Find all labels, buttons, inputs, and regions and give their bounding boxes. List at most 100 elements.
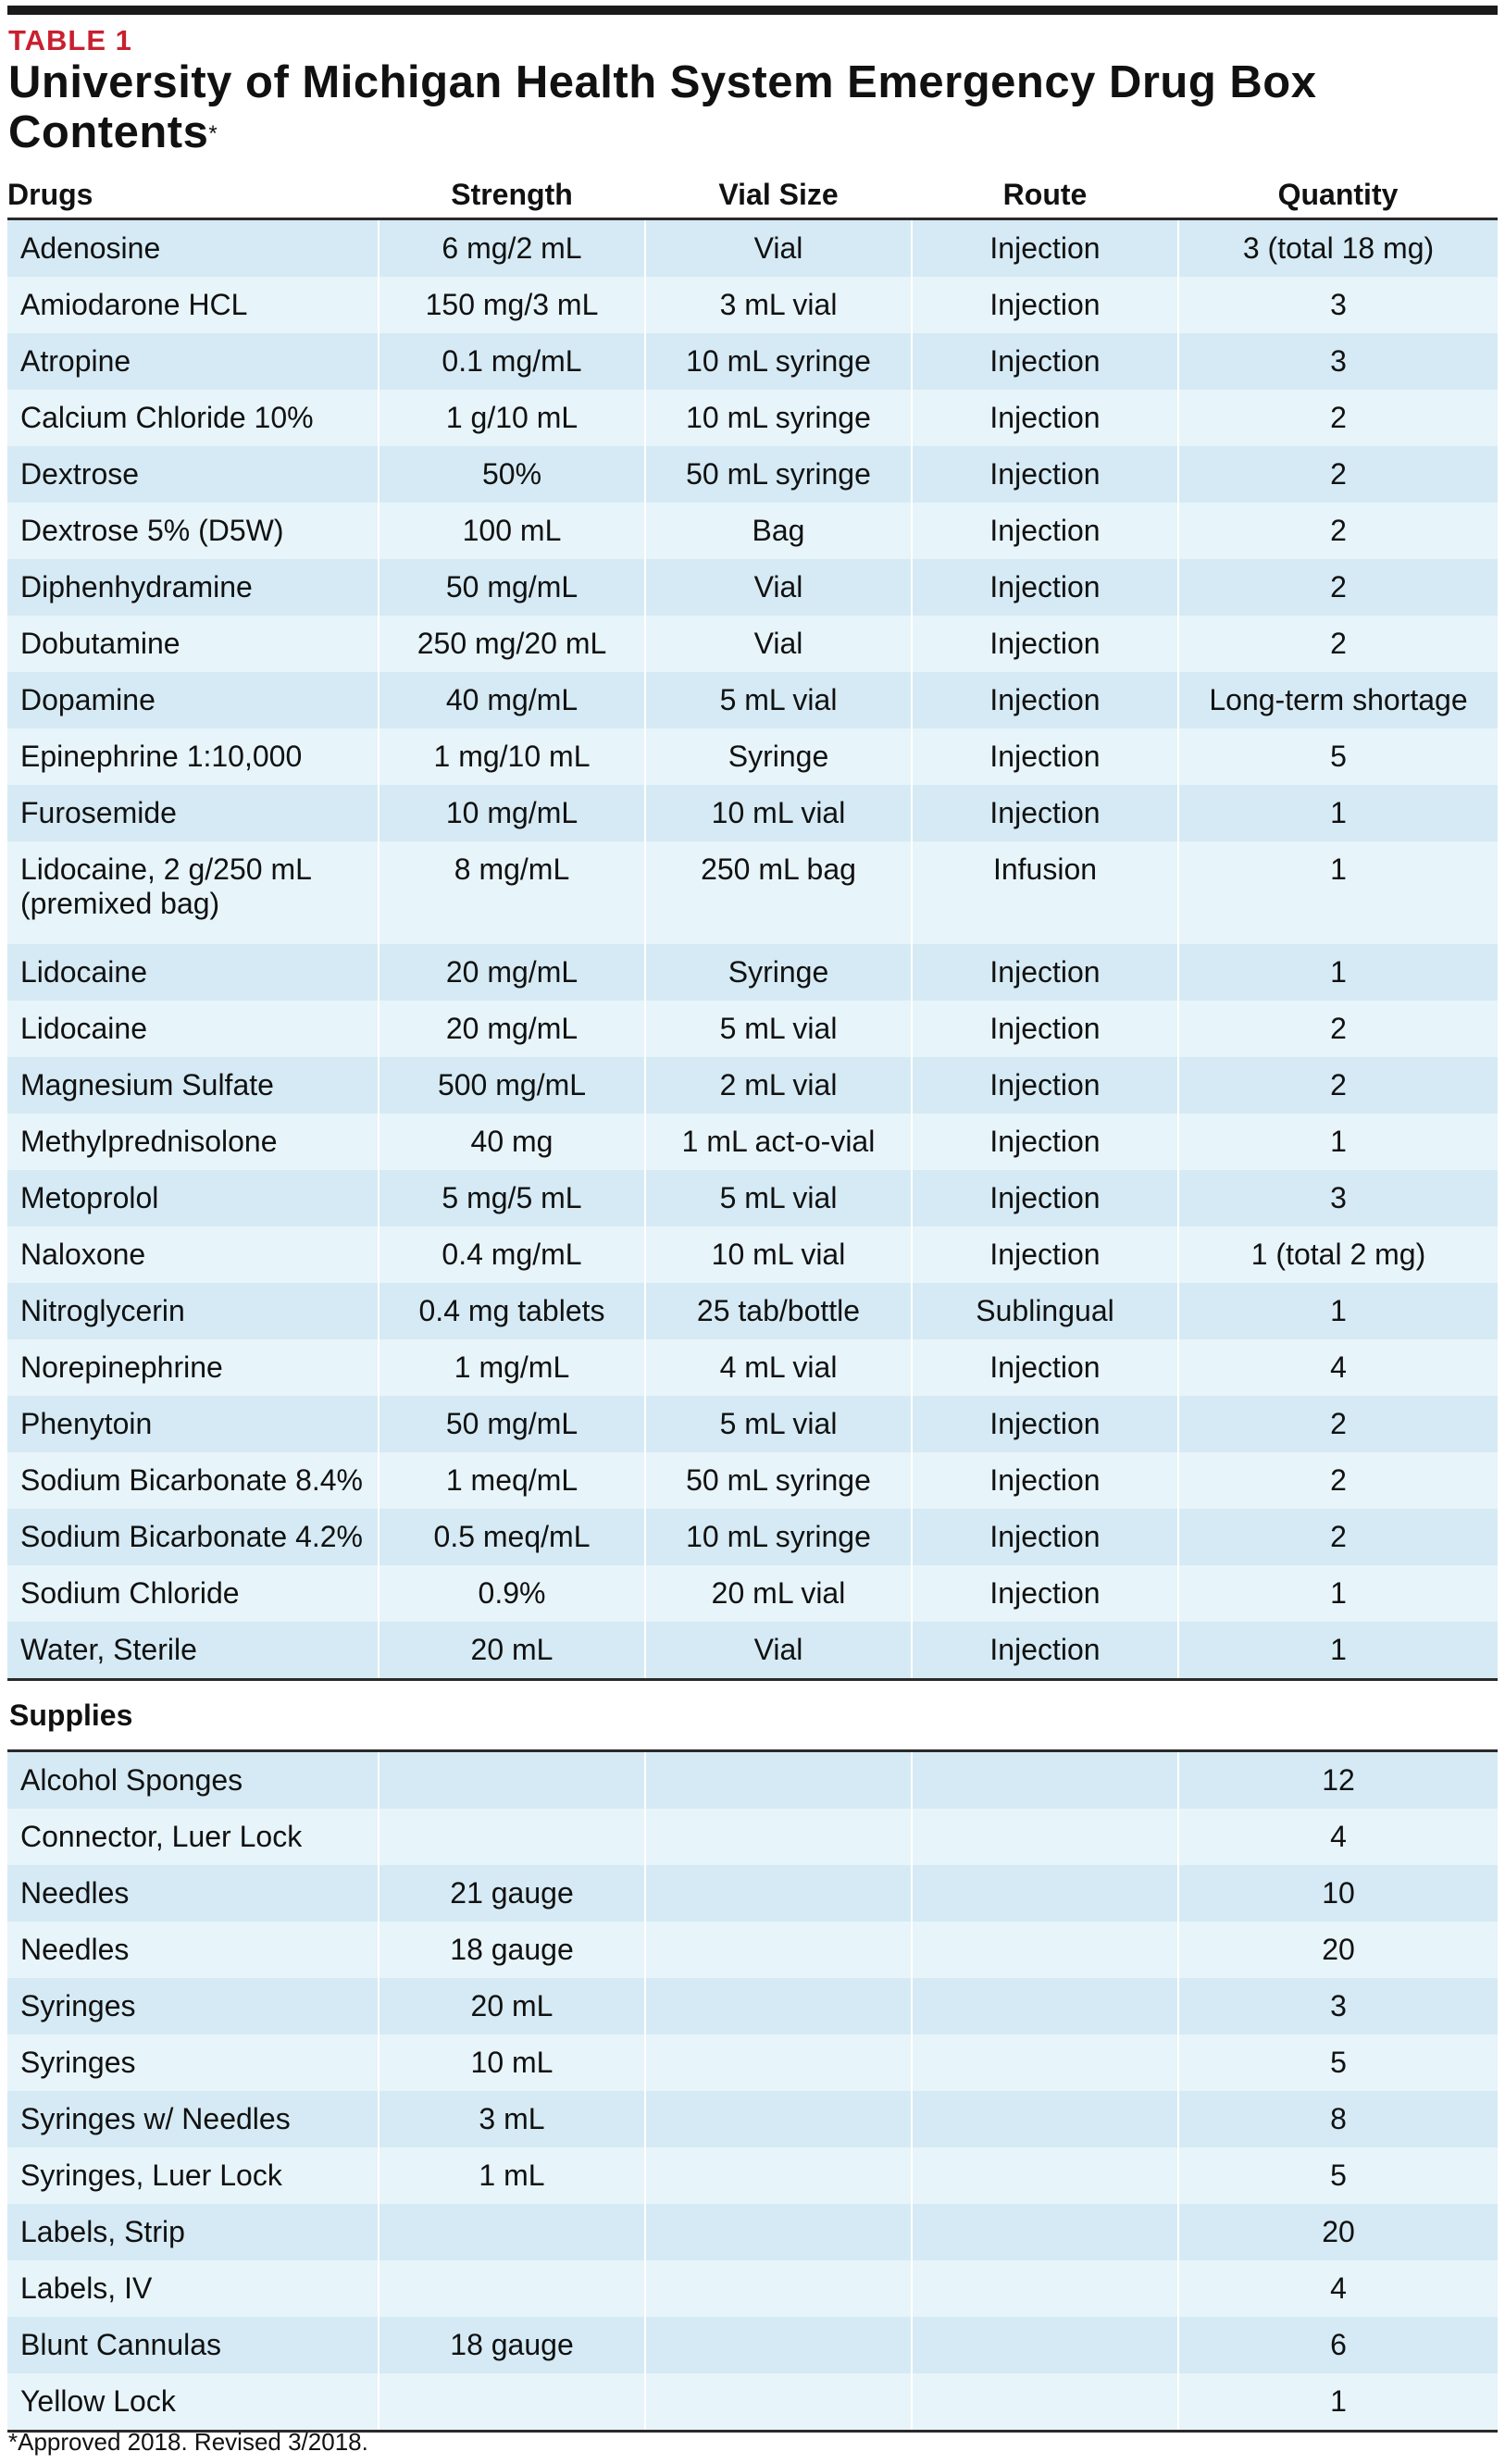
supply-row-name: Blunt Cannulas <box>7 2317 379 2373</box>
drug-row-strength: 40 mg <box>379 1114 646 1170</box>
drug-row-name: Sodium Bicarbonate 8.4% <box>7 1452 379 1509</box>
drug-row-strength: 6 mg/2 mL <box>379 218 646 277</box>
drug-row-vial-size: 5 mL vial <box>645 1001 913 1057</box>
drug-row: Amiodarone HCL 150 mg/3 mL 3 mL vial Inject… <box>7 277 1498 333</box>
supply-row: Syringes 10 mL 5 <box>7 2035 1498 2091</box>
supply-rows: Alcohol Sponges 12 Connector, Luer Lock 4 Ne… <box>7 1750 1498 2433</box>
drug-row-vial-size: 10 mL syringe <box>645 1509 913 1565</box>
drug-row: Magnesium Sulfate 500 mg/mL 2 mL vial Injec… <box>7 1057 1498 1114</box>
drug-row-quantity: 3 <box>1178 1170 1498 1226</box>
supply-row-vial-size <box>645 2035 913 2091</box>
supply-row-quantity: 4 <box>1178 2260 1498 2317</box>
drug-row-name: Dobutamine <box>7 616 379 672</box>
drug-row-quantity: 1 <box>1178 944 1498 1001</box>
top-rule <box>7 6 1498 15</box>
supply-row-quantity: 20 <box>1178 1922 1498 1978</box>
supply-row-strength: 21 gauge <box>379 1865 646 1922</box>
supply-row-vial-size <box>645 2260 913 2317</box>
drug-row-name: Water, Sterile <box>7 1622 379 1681</box>
drug-row-name: Amiodarone HCL <box>7 277 379 333</box>
supply-row-strength: 3 mL <box>379 2091 646 2147</box>
col-header-drugs: Drugs <box>7 171 379 220</box>
drug-row: Dopamine 40 mg/mL 5 mL vial Injection Long-t… <box>7 672 1498 728</box>
drug-row-route: Injection <box>912 446 1179 503</box>
drug-row-strength: 1 mg/mL <box>379 1339 646 1396</box>
col-header-route: Route <box>912 171 1178 220</box>
drug-row-quantity: 1 <box>1178 1622 1498 1681</box>
supply-row-quantity: 5 <box>1178 2147 1498 2204</box>
drug-row-name: Dextrose <box>7 446 379 503</box>
drug-row-strength: 50 mg/mL <box>379 559 646 616</box>
drug-row-vial-size: Vial <box>645 616 913 672</box>
drug-row-quantity: 3 (total 18 mg) <box>1178 218 1498 277</box>
drug-row-name: Calcium Chloride 10% <box>7 390 379 446</box>
drug-row-route: Injection <box>912 728 1179 785</box>
drug-row: Phenytoin 50 mg/mL 5 mL vial Injection 2 <box>7 1396 1498 1452</box>
drug-row-vial-size: Vial <box>645 218 913 277</box>
drug-row-name: Dopamine <box>7 672 379 728</box>
drug-row-vial-size: 5 mL vial <box>645 672 913 728</box>
supply-row-name: Syringes <box>7 2035 379 2091</box>
drug-row-route: Injection <box>912 944 1179 1001</box>
drug-row-quantity: 4 <box>1178 1339 1498 1396</box>
supply-row-name: Syringes, Luer Lock <box>7 2147 379 2204</box>
supply-row: Labels, IV 4 <box>7 2260 1498 2317</box>
drug-row-route: Injection <box>912 277 1179 333</box>
drug-row-vial-size: Syringe <box>645 728 913 785</box>
supply-row-vial-size <box>645 1750 913 1809</box>
supply-row-vial-size <box>645 2091 913 2147</box>
supply-row-name: Labels, IV <box>7 2260 379 2317</box>
supply-row-route <box>912 2373 1179 2433</box>
supply-row-route <box>912 2147 1179 2204</box>
drug-row-route: Injection <box>912 1622 1179 1681</box>
supply-row-route <box>912 1865 1179 1922</box>
drug-row-quantity: 2 <box>1178 1509 1498 1565</box>
supply-row: Blunt Cannulas 18 gauge 6 <box>7 2317 1498 2373</box>
drug-row-name: Epinephrine 1:10,000 <box>7 728 379 785</box>
drug-row-quantity: 2 <box>1178 559 1498 616</box>
supply-row-strength: 1 mL <box>379 2147 646 2204</box>
drug-row-vial-size: 10 mL syringe <box>645 390 913 446</box>
supply-row-route <box>912 2317 1179 2373</box>
drug-row-strength: 1 meq/mL <box>379 1452 646 1509</box>
drug-row-vial-size: Bag <box>645 503 913 559</box>
table-title: University of Michigan Health System Eme… <box>8 57 1480 157</box>
drug-row-name: Atropine <box>7 333 379 390</box>
drug-row-route: Injection <box>912 1396 1179 1452</box>
drug-row-vial-size: 1 mL act-o-vial <box>645 1114 913 1170</box>
drug-row-vial-size: 2 mL vial <box>645 1057 913 1114</box>
drug-row-vial-size: 5 mL vial <box>645 1170 913 1226</box>
supply-row-quantity: 10 <box>1178 1865 1498 1922</box>
supply-row-vial-size <box>645 1865 913 1922</box>
drug-row-name: Dextrose 5% (D5W) <box>7 503 379 559</box>
supply-row-name: Syringes w/ Needles <box>7 2091 379 2147</box>
drug-row: Lidocaine 20 mg/mL 5 mL vial Injection 2 <box>7 1001 1498 1057</box>
drug-row-vial-size: Vial <box>645 559 913 616</box>
supply-row-route <box>912 2260 1179 2317</box>
drug-row-strength: 40 mg/mL <box>379 672 646 728</box>
supply-row-route <box>912 1978 1179 2035</box>
drug-row-name: Naloxone <box>7 1226 379 1283</box>
drug-row-name: Magnesium Sulfate <box>7 1057 379 1114</box>
supply-row-quantity: 1 <box>1178 2373 1498 2433</box>
drug-row-strength: 5 mg/5 mL <box>379 1170 646 1226</box>
drug-row-route: Injection <box>912 672 1179 728</box>
drug-row-route: Injection <box>912 1114 1179 1170</box>
drug-row-quantity: 2 <box>1178 1396 1498 1452</box>
supply-row-quantity: 20 <box>1178 2204 1498 2260</box>
drug-row: Lidocaine 20 mg/mL Syringe Injection 1 <box>7 944 1498 1001</box>
drug-row-quantity: 2 <box>1178 1452 1498 1509</box>
drug-row-strength: 1 mg/10 mL <box>379 728 646 785</box>
drug-row: Diphenhydramine 50 mg/mL Vial Injection 2 <box>7 559 1498 616</box>
drug-row-quantity: 1 (total 2 mg) <box>1178 1226 1498 1283</box>
drug-row: Sodium Bicarbonate 8.4% 1 meq/mL 50 mL syr… <box>7 1452 1498 1509</box>
drug-row-quantity: 2 <box>1178 390 1498 446</box>
supply-row-vial-size <box>645 2204 913 2260</box>
drug-row-name: Sodium Chloride <box>7 1565 379 1622</box>
supply-row: Labels, Strip 20 <box>7 2204 1498 2260</box>
drug-row: Adenosine 6 mg/2 mL Vial Injection 3 (total … <box>7 218 1498 277</box>
drug-row-quantity: 3 <box>1178 333 1498 390</box>
drug-row-strength: 500 mg/mL <box>379 1057 646 1114</box>
drug-row-route: Infusion <box>912 841 1179 944</box>
drug-row: Naloxone 0.4 mg/mL 10 mL vial Injection 1 (t… <box>7 1226 1498 1283</box>
